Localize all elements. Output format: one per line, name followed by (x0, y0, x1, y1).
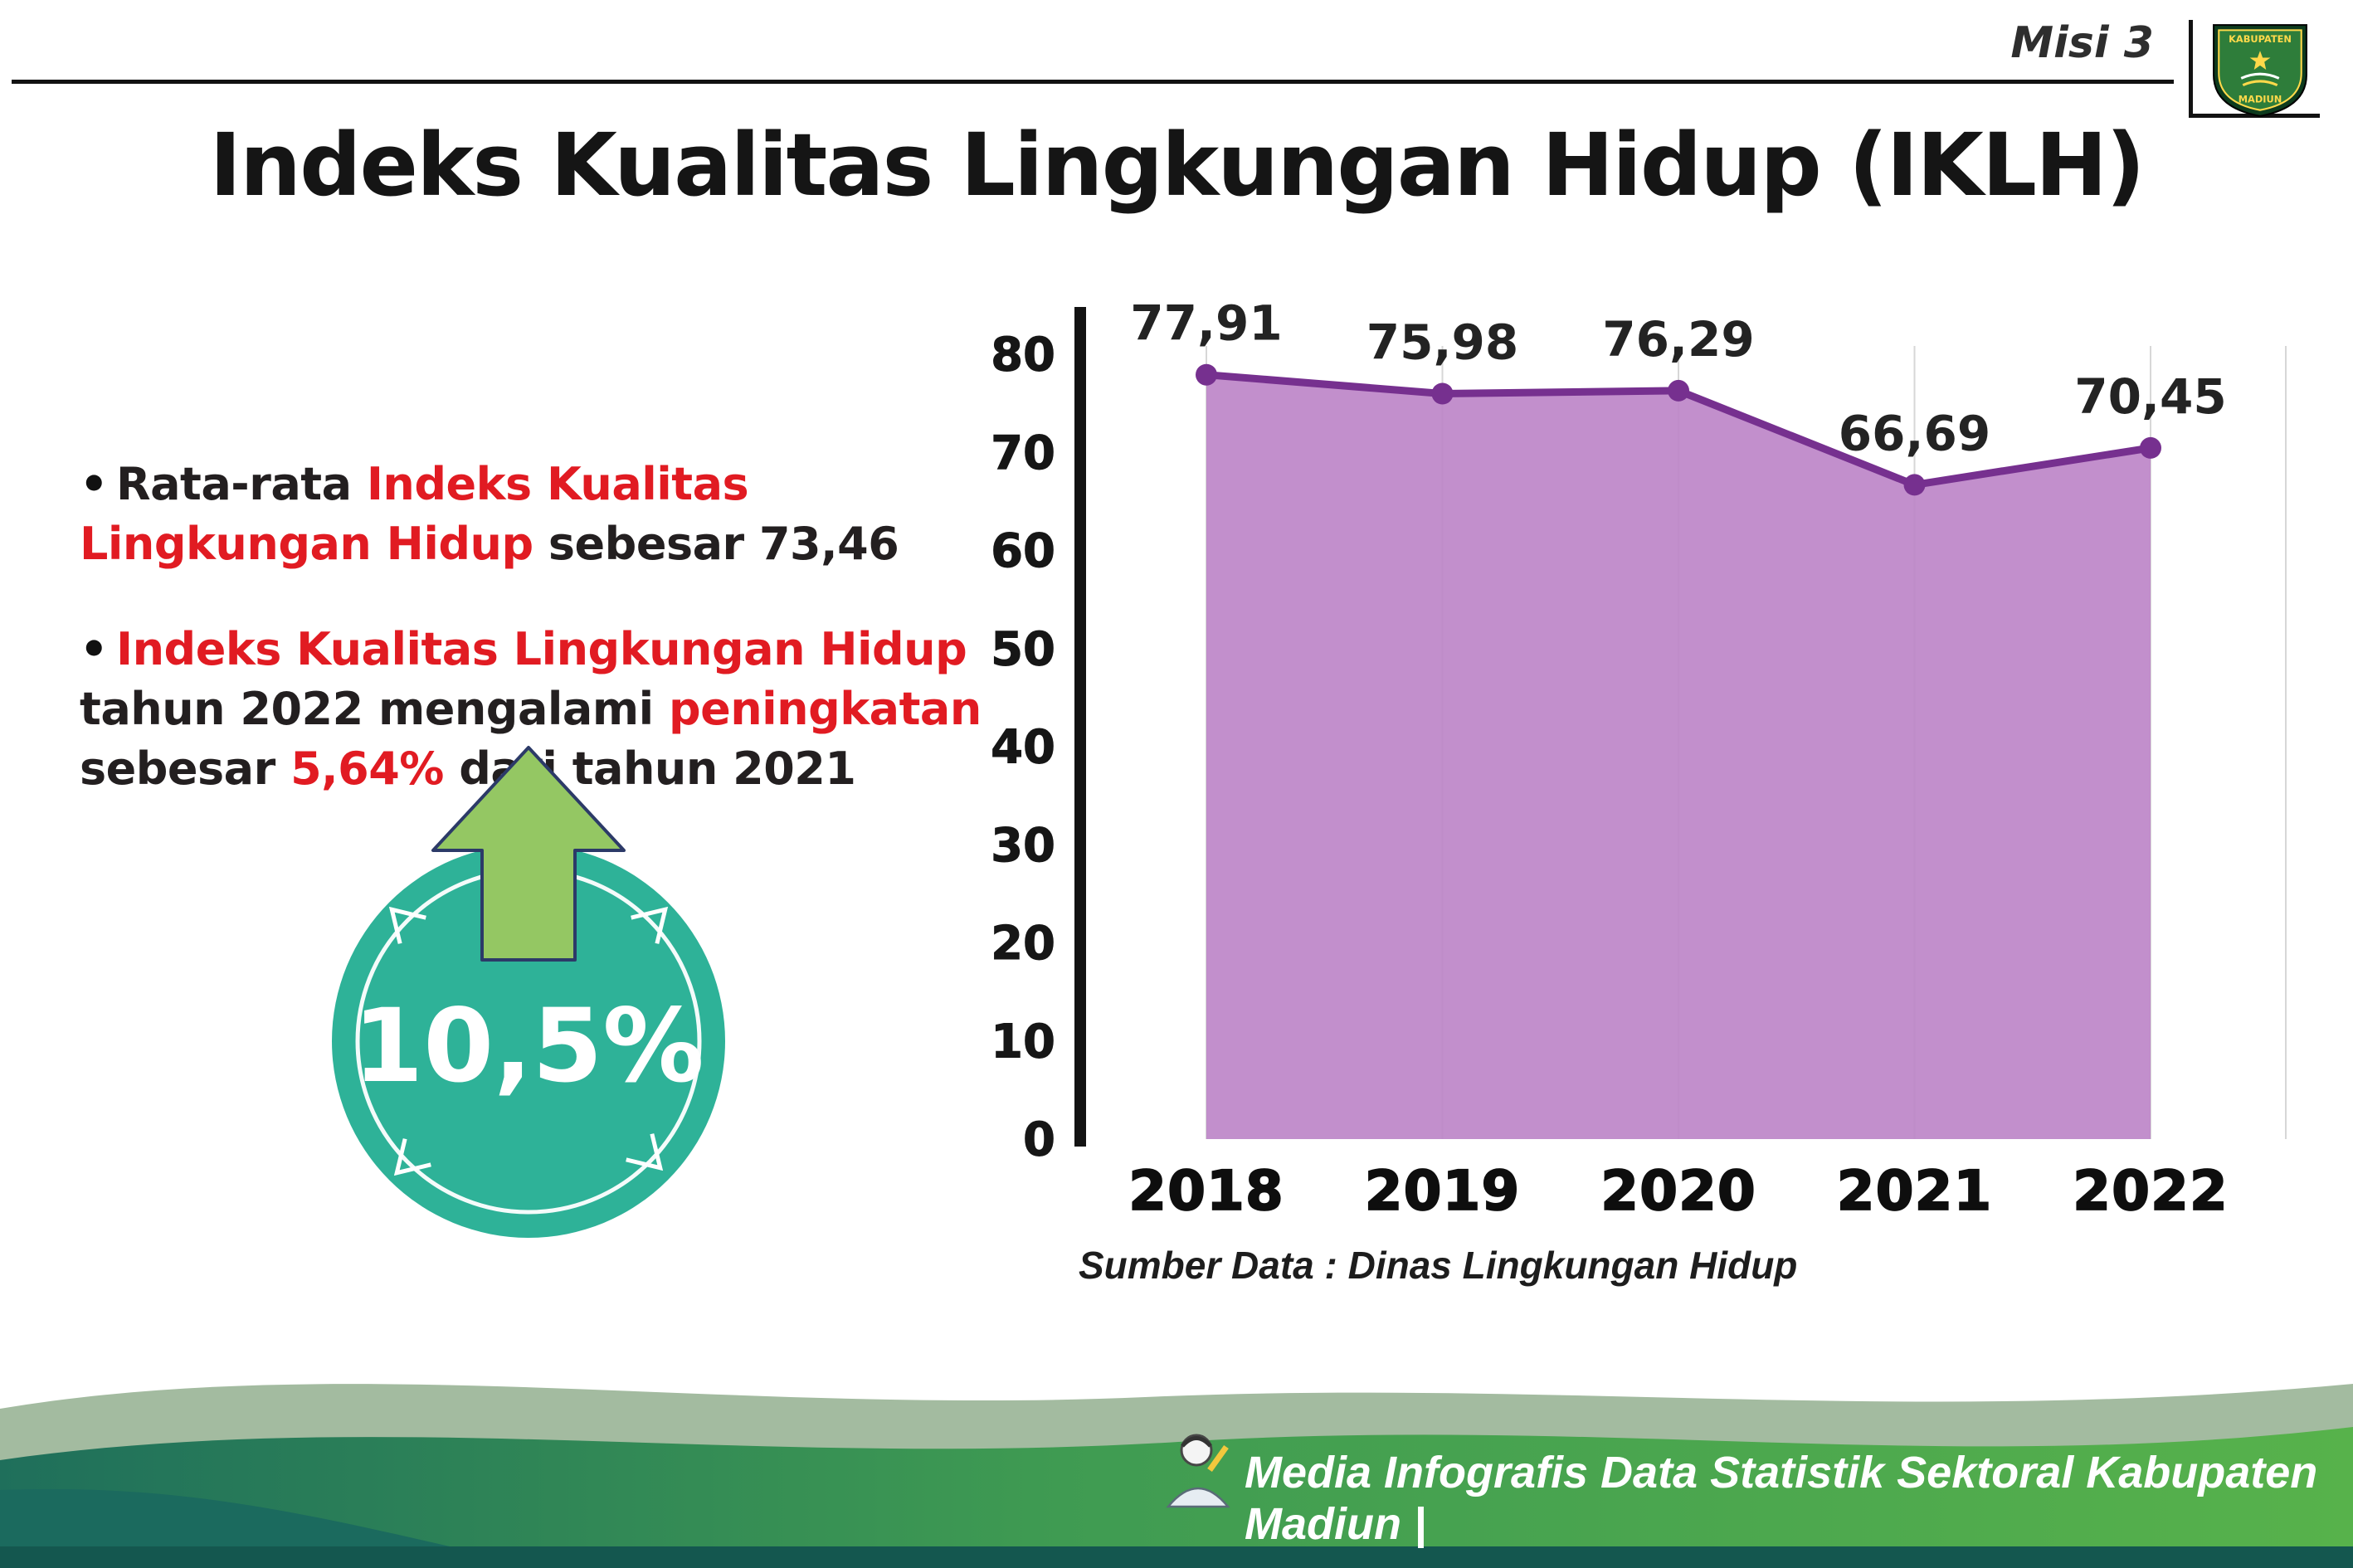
summary-bullets: Rata-rata Indeks Kualitas Lingkungan Hid… (80, 455, 1009, 845)
chart-marker (1431, 382, 1454, 405)
bullet-text: sebesar 73,46 (533, 518, 899, 571)
bullet-increase-iklh: Indeks Kualitas Lingkungan Hidup tahun 2… (80, 620, 1009, 800)
chart-value-label: 76,29 (1602, 311, 1754, 368)
badge-tick-triangle (388, 906, 426, 944)
misi-label: Misi 3 (2010, 18, 2154, 68)
footer-wave-graphic (0, 1384, 2353, 1568)
logo-cotton-icon (2242, 80, 2278, 87)
badge-circle (332, 845, 725, 1238)
logo-rice-icon (2240, 72, 2280, 80)
page-title: Indeks Kualitas Lingkungan Hidup (IKLH) (209, 114, 2145, 216)
kabupaten-madiun-logo: KABUPATEN MADIUN (2213, 24, 2307, 117)
chart-marker (1903, 474, 1926, 496)
chart-ytick-label: 10 (991, 1015, 1055, 1069)
chart-ytick-label: 70 (991, 426, 1055, 480)
chart-ytick-label: 50 (991, 622, 1055, 676)
chart-marker (1196, 363, 1217, 386)
top-divider (12, 80, 2174, 84)
mascot-body (1166, 1487, 1230, 1508)
chart-ytick-label: 20 (991, 917, 1055, 971)
bullet-text-highlight: 5,64% (290, 743, 444, 796)
bullet-text-highlight: Indeks Kualitas Lingkungan Hidup (116, 622, 967, 675)
chart-xtick-label: 2022 (2073, 1159, 2229, 1223)
mascot-icon (1166, 1434, 1230, 1508)
bullet-text-highlight: peningkatan (668, 683, 982, 736)
chart-value-label: 75,98 (1366, 314, 1518, 371)
up-arrow-icon (431, 746, 626, 962)
footer-credit: Media Infografis Data Statistik Sektoral… (1245, 1448, 2318, 1549)
chart-xtick-label: 2021 (1837, 1159, 1993, 1223)
chart-xtick-label: 2020 (1600, 1159, 1756, 1223)
logo-star-icon (2249, 51, 2271, 70)
chart-value-label: 77,91 (1130, 295, 1282, 352)
chart-xtick-label: 2019 (1365, 1159, 1521, 1223)
iklh-area-chart: 77,91 75,98 76,29 66,69 70,45 0 10 20 30 40 50 60 70… (991, 295, 2287, 1224)
chart-marker (2140, 436, 2161, 459)
chart-y-axis (1074, 307, 1086, 1147)
logo-shield-inner (2218, 29, 2302, 111)
badge-tick-triangle (393, 1138, 431, 1176)
chart-area-fill (1206, 374, 2151, 1139)
mascot-pencil-icon (1207, 1444, 1229, 1473)
mascot-hair (1181, 1436, 1212, 1448)
badge-value: 10,5% (353, 987, 704, 1105)
chart-ytick-label: 30 (991, 819, 1055, 873)
logo-frame-line (2189, 20, 2193, 118)
chart-ytick-label: 40 (991, 721, 1055, 775)
badge-tick-triangle (626, 1133, 664, 1171)
chart-marker (1668, 379, 1689, 402)
chart-value-label: 66,69 (1839, 405, 1990, 461)
chart-xtick-label: 2018 (1128, 1159, 1284, 1223)
chart-ytick-label: 0 (1023, 1113, 1055, 1167)
badge-tick-triangle (631, 906, 669, 944)
logo-text-bottom: MADIUN (2239, 93, 2282, 105)
footer (0, 1336, 2353, 1568)
chart-ytick-label: 80 (991, 329, 1055, 382)
bullet-average-iklh: Rata-rata Indeks Kualitas Lingkungan Hid… (80, 455, 1009, 575)
bullet-text: Rata-rata (116, 458, 367, 510)
bullet-text: tahun 2022 mengalami (80, 683, 669, 736)
chart-value-label: 70,45 (2074, 368, 2226, 425)
source-note: Sumber Data : Dinas Lingkungan Hidup (1079, 1244, 1798, 1287)
footer-bottom-strip (0, 1546, 2353, 1568)
increase-badge: 10,5% (332, 746, 725, 1238)
chart-ytick-label: 60 (991, 524, 1055, 578)
bullet-text-highlight: Indeks Kualitas Lingkungan Hidup (80, 458, 749, 571)
bullet-text: sebesar (80, 743, 291, 796)
logo-text-top: KABUPATEN (2229, 33, 2292, 45)
